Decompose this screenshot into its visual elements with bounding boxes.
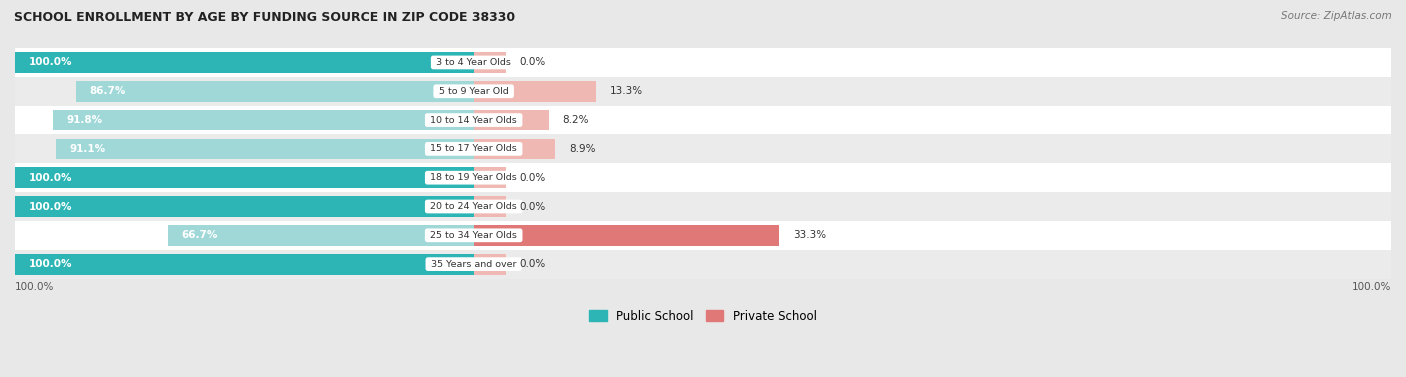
Text: 100.0%: 100.0% [28, 259, 72, 269]
Text: 10 to 14 Year Olds: 10 to 14 Year Olds [427, 116, 520, 124]
Text: 100.0%: 100.0% [15, 282, 55, 292]
Text: 13.3%: 13.3% [609, 86, 643, 96]
Text: 100.0%: 100.0% [28, 202, 72, 211]
Text: 15 to 17 Year Olds: 15 to 17 Year Olds [427, 144, 520, 153]
Text: 91.1%: 91.1% [69, 144, 105, 154]
Text: 0.0%: 0.0% [520, 202, 546, 211]
Bar [474, 196, 506, 217]
Text: 25 to 34 Year Olds: 25 to 34 Year Olds [427, 231, 520, 240]
Bar [474, 138, 555, 159]
Text: 0.0%: 0.0% [520, 57, 546, 67]
Text: 91.8%: 91.8% [66, 115, 103, 125]
Text: 100.0%: 100.0% [1351, 282, 1391, 292]
Bar [474, 81, 596, 102]
Bar [52, 110, 474, 130]
Text: 33.3%: 33.3% [793, 230, 825, 240]
Bar [474, 110, 548, 130]
Text: 0.0%: 0.0% [520, 259, 546, 269]
Text: 0.0%: 0.0% [520, 173, 546, 183]
Bar [474, 254, 506, 274]
Text: 8.2%: 8.2% [562, 115, 589, 125]
Bar [15, 167, 474, 188]
Text: Source: ZipAtlas.com: Source: ZipAtlas.com [1281, 11, 1392, 21]
Bar [15, 106, 1391, 135]
Text: 3 to 4 Year Olds: 3 to 4 Year Olds [433, 58, 515, 67]
Bar [15, 192, 1391, 221]
Text: 5 to 9 Year Old: 5 to 9 Year Old [436, 87, 512, 96]
Text: 86.7%: 86.7% [90, 86, 127, 96]
Text: 18 to 19 Year Olds: 18 to 19 Year Olds [427, 173, 520, 182]
Bar [15, 254, 474, 274]
Legend: Public School, Private School: Public School, Private School [585, 305, 821, 328]
Bar [15, 77, 1391, 106]
Bar [474, 225, 779, 246]
Bar [15, 250, 1391, 279]
Bar [15, 221, 1391, 250]
Bar [15, 196, 474, 217]
Bar [15, 163, 1391, 192]
Bar [15, 48, 1391, 77]
Bar [474, 167, 506, 188]
Text: 66.7%: 66.7% [181, 230, 218, 240]
Bar [15, 52, 474, 73]
Bar [167, 225, 474, 246]
Bar [474, 52, 506, 73]
Bar [56, 138, 474, 159]
Text: SCHOOL ENROLLMENT BY AGE BY FUNDING SOURCE IN ZIP CODE 38330: SCHOOL ENROLLMENT BY AGE BY FUNDING SOUR… [14, 11, 515, 24]
Bar [15, 135, 1391, 163]
Text: 35 Years and over: 35 Years and over [427, 260, 519, 269]
Text: 100.0%: 100.0% [28, 173, 72, 183]
Text: 20 to 24 Year Olds: 20 to 24 Year Olds [427, 202, 520, 211]
Text: 8.9%: 8.9% [569, 144, 596, 154]
Bar [76, 81, 474, 102]
Text: 100.0%: 100.0% [28, 57, 72, 67]
